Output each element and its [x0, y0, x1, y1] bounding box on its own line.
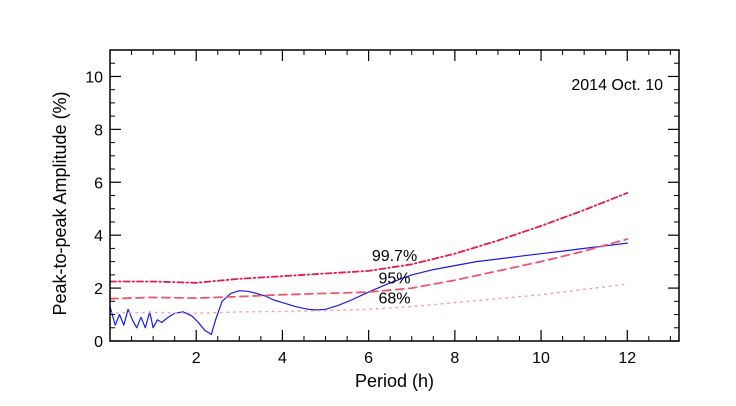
- series-label-ci997: 99.7%: [372, 248, 417, 265]
- y-tick-label: 2: [94, 281, 103, 298]
- y-tick-label: 0: [94, 334, 103, 351]
- y-tick-label: 10: [85, 69, 103, 86]
- series-line-amplitude: [109, 242, 628, 335]
- x-tick-label: 10: [532, 350, 550, 367]
- tick-layer: 2 4 6 8 10 12 0 2 4 6 8 10: [85, 50, 679, 367]
- x-tick-label: 8: [450, 350, 459, 367]
- y-tick-label: 6: [94, 175, 103, 192]
- label-layer: 99.7% 95% 68%: [372, 248, 417, 308]
- x-tick-label: 12: [618, 350, 636, 367]
- series-line-ci997: [109, 191, 629, 284]
- y-axis-title: Peak-to-peak Amplitude (%): [50, 91, 70, 315]
- x-tick-label: 6: [364, 350, 373, 367]
- annotation-label: 2014 Oct. 10: [571, 77, 663, 94]
- x-tick-label: 2: [192, 350, 201, 367]
- y-tick-label: 8: [94, 122, 103, 139]
- x-tick-label: 4: [278, 350, 287, 367]
- series-label-ci95: 95%: [378, 271, 410, 288]
- series-line-ci95: [109, 238, 629, 300]
- x-axis-title: Period (h): [355, 371, 434, 391]
- series-label-ci68: 68%: [378, 291, 410, 308]
- series-layer: [109, 191, 629, 335]
- y-tick-label: 4: [94, 228, 103, 245]
- series-line-ci68: [109, 283, 629, 314]
